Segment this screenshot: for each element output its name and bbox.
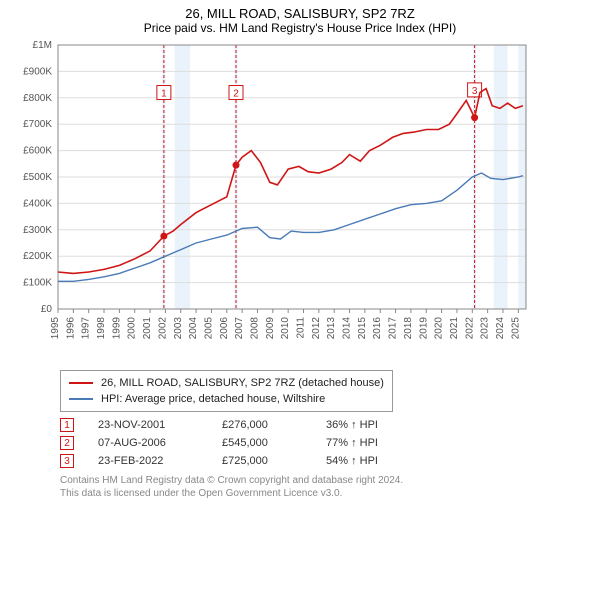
footer-line-1: Contains HM Land Registry data © Crown c… xyxy=(60,474,570,487)
x-tick-label: 2019 xyxy=(418,317,429,340)
x-tick-label: 2006 xyxy=(219,317,230,340)
x-tick-label: 2025 xyxy=(510,317,521,340)
line-chart: £0 £100K £200K £300K £400K £500K £600K £700K £80… xyxy=(0,39,540,359)
x-tick-label: 2009 xyxy=(265,317,276,340)
x-tick-label: 2010 xyxy=(280,317,291,340)
sale-dot xyxy=(160,233,167,240)
y-tick-label: £300K xyxy=(23,225,52,236)
legend-item: HPI: Average price, detached house, Wilt… xyxy=(69,391,384,407)
legend-item: 26, MILL ROAD, SALISBURY, SP2 7RZ (detac… xyxy=(69,375,384,391)
x-tick-label: 1996 xyxy=(65,317,76,340)
y-tick-label: £600K xyxy=(23,146,52,157)
legend-swatch xyxy=(69,382,93,384)
chart-container: 26, MILL ROAD, SALISBURY, SP2 7RZ Price … xyxy=(0,0,600,500)
footer-attribution: Contains HM Land Registry data © Crown c… xyxy=(60,474,570,500)
x-tick-label: 2023 xyxy=(480,317,491,340)
x-tick-label: 2022 xyxy=(464,317,475,340)
legend-label: HPI: Average price, detached house, Wilt… xyxy=(101,391,325,407)
event-badge-number: 1 xyxy=(161,89,167,100)
y-tick-label: £100K xyxy=(23,278,52,289)
x-tick-label: 2000 xyxy=(127,317,138,340)
x-tick-label: 2013 xyxy=(326,317,337,340)
marker-row: 1 23-NOV-2001 £276,000 36% ↑ HPI xyxy=(60,418,570,432)
y-tick-label: £900K xyxy=(23,66,52,77)
legend-box: 26, MILL ROAD, SALISBURY, SP2 7RZ (detac… xyxy=(60,370,393,412)
x-tick-label: 2002 xyxy=(157,317,168,340)
sale-dot xyxy=(471,114,478,121)
marker-price: £725,000 xyxy=(222,455,302,467)
chart-subtitle: Price paid vs. HM Land Registry's House … xyxy=(0,21,600,39)
x-tick-label: 2015 xyxy=(357,317,368,340)
footer-line-2: This data is licensed under the Open Gov… xyxy=(60,487,570,500)
y-tick-label: £200K xyxy=(23,251,52,262)
x-tick-label: 1997 xyxy=(81,317,92,340)
marker-row: 2 07-AUG-2006 £545,000 77% ↑ HPI xyxy=(60,436,570,450)
x-tick-label: 2001 xyxy=(142,317,153,340)
x-tick-label: 2003 xyxy=(173,317,184,340)
marker-pct: 54% ↑ HPI xyxy=(326,455,378,467)
chart-title: 26, MILL ROAD, SALISBURY, SP2 7RZ xyxy=(0,0,600,21)
marker-pct: 36% ↑ HPI xyxy=(326,419,378,431)
event-badge-number: 2 xyxy=(233,89,239,100)
marker-date: 23-NOV-2001 xyxy=(98,419,198,431)
legend-swatch xyxy=(69,398,93,400)
marker-row: 3 23-FEB-2022 £725,000 54% ↑ HPI xyxy=(60,454,570,468)
x-tick-label: 2024 xyxy=(495,317,506,340)
x-tick-label: 2011 xyxy=(296,317,307,339)
x-tick-label: 1998 xyxy=(96,317,107,340)
marker-price: £545,000 xyxy=(222,437,302,449)
chart-area: £0 £100K £200K £300K £400K £500K £600K £700K £80… xyxy=(0,39,600,364)
marker-badge: 3 xyxy=(60,454,74,468)
x-tick-label: 2005 xyxy=(203,317,214,340)
marker-badge: 2 xyxy=(60,436,74,450)
marker-badge: 1 xyxy=(60,418,74,432)
x-tick-label: 2014 xyxy=(342,317,353,340)
sale-dot xyxy=(232,162,239,169)
marker-date: 23-FEB-2022 xyxy=(98,455,198,467)
x-tick-label: 1999 xyxy=(111,317,122,340)
x-tick-label: 2018 xyxy=(403,317,414,340)
y-tick-label: £400K xyxy=(23,198,52,209)
y-tick-label: £800K xyxy=(23,93,52,104)
x-tick-label: 2016 xyxy=(372,317,383,340)
marker-date: 07-AUG-2006 xyxy=(98,437,198,449)
event-badge-number: 3 xyxy=(472,86,478,97)
legend-label: 26, MILL ROAD, SALISBURY, SP2 7RZ (detac… xyxy=(101,375,384,391)
marker-price: £276,000 xyxy=(222,419,302,431)
y-tick-label: £500K xyxy=(23,172,52,183)
x-tick-label: 2004 xyxy=(188,317,199,340)
x-tick-label: 1995 xyxy=(50,317,61,340)
y-tick-label: £700K xyxy=(23,119,52,130)
x-tick-label: 2008 xyxy=(249,317,260,340)
x-tick-label: 2007 xyxy=(234,317,245,340)
x-tick-label: 2021 xyxy=(449,317,460,340)
sale-markers-list: 1 23-NOV-2001 £276,000 36% ↑ HPI 2 07-AUG-200… xyxy=(60,418,570,468)
y-tick-label: £0 xyxy=(41,304,53,315)
x-tick-label: 2017 xyxy=(388,317,399,340)
marker-pct: 77% ↑ HPI xyxy=(326,437,378,449)
y-tick-label: £1M xyxy=(33,40,52,51)
x-tick-label: 2012 xyxy=(311,317,322,340)
x-tick-label: 2020 xyxy=(434,317,445,340)
